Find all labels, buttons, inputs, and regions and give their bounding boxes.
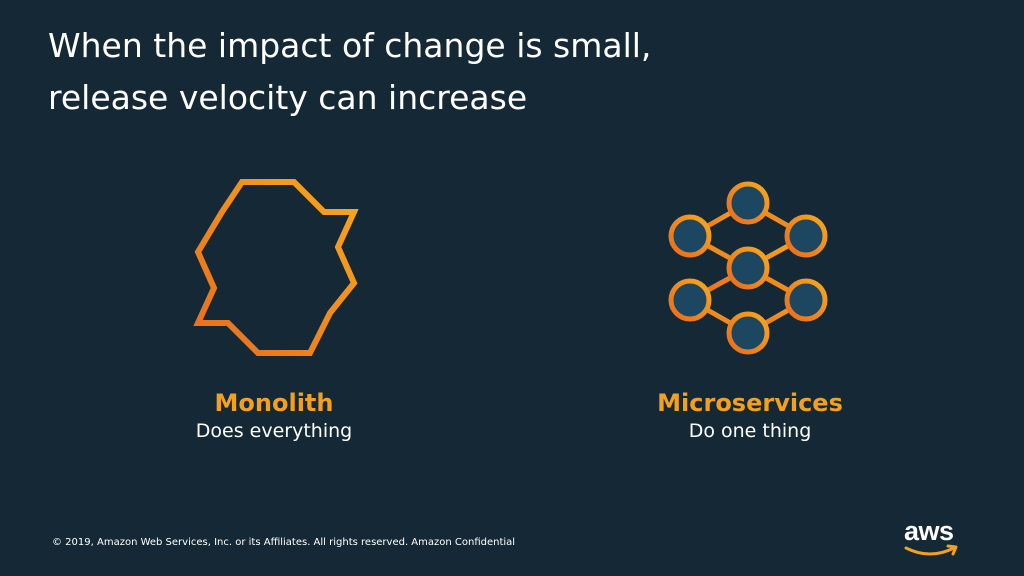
slide-title: When the impact of change is small, rele…	[48, 20, 808, 124]
microservices-caption: Microservices Do one thing	[600, 388, 900, 444]
microservices-name: Microservices	[657, 389, 843, 417]
monolith-hexagon-icon	[180, 177, 368, 363]
aws-logo-text: aws	[904, 516, 954, 546]
microservices-description: Do one thing	[688, 420, 812, 442]
aws-logo-icon: aws	[900, 516, 964, 558]
slide-title-line-2: release velocity can increase	[48, 78, 528, 117]
service-node	[726, 181, 770, 225]
monolith-name: Monolith	[214, 389, 334, 417]
monolith-caption: Monolith Does everything	[124, 388, 424, 444]
service-node	[784, 278, 828, 322]
copyright-footer: © 2019, Amazon Web Services, Inc. or its…	[52, 537, 516, 548]
service-node	[668, 278, 712, 322]
microservices-network-icon	[656, 176, 840, 360]
service-node	[668, 214, 712, 258]
service-node	[726, 246, 770, 290]
service-node	[784, 214, 828, 258]
slide-title-line-1: When the impact of change is small,	[48, 26, 652, 65]
service-node	[726, 311, 770, 355]
monolith-description: Does everything	[195, 420, 353, 442]
